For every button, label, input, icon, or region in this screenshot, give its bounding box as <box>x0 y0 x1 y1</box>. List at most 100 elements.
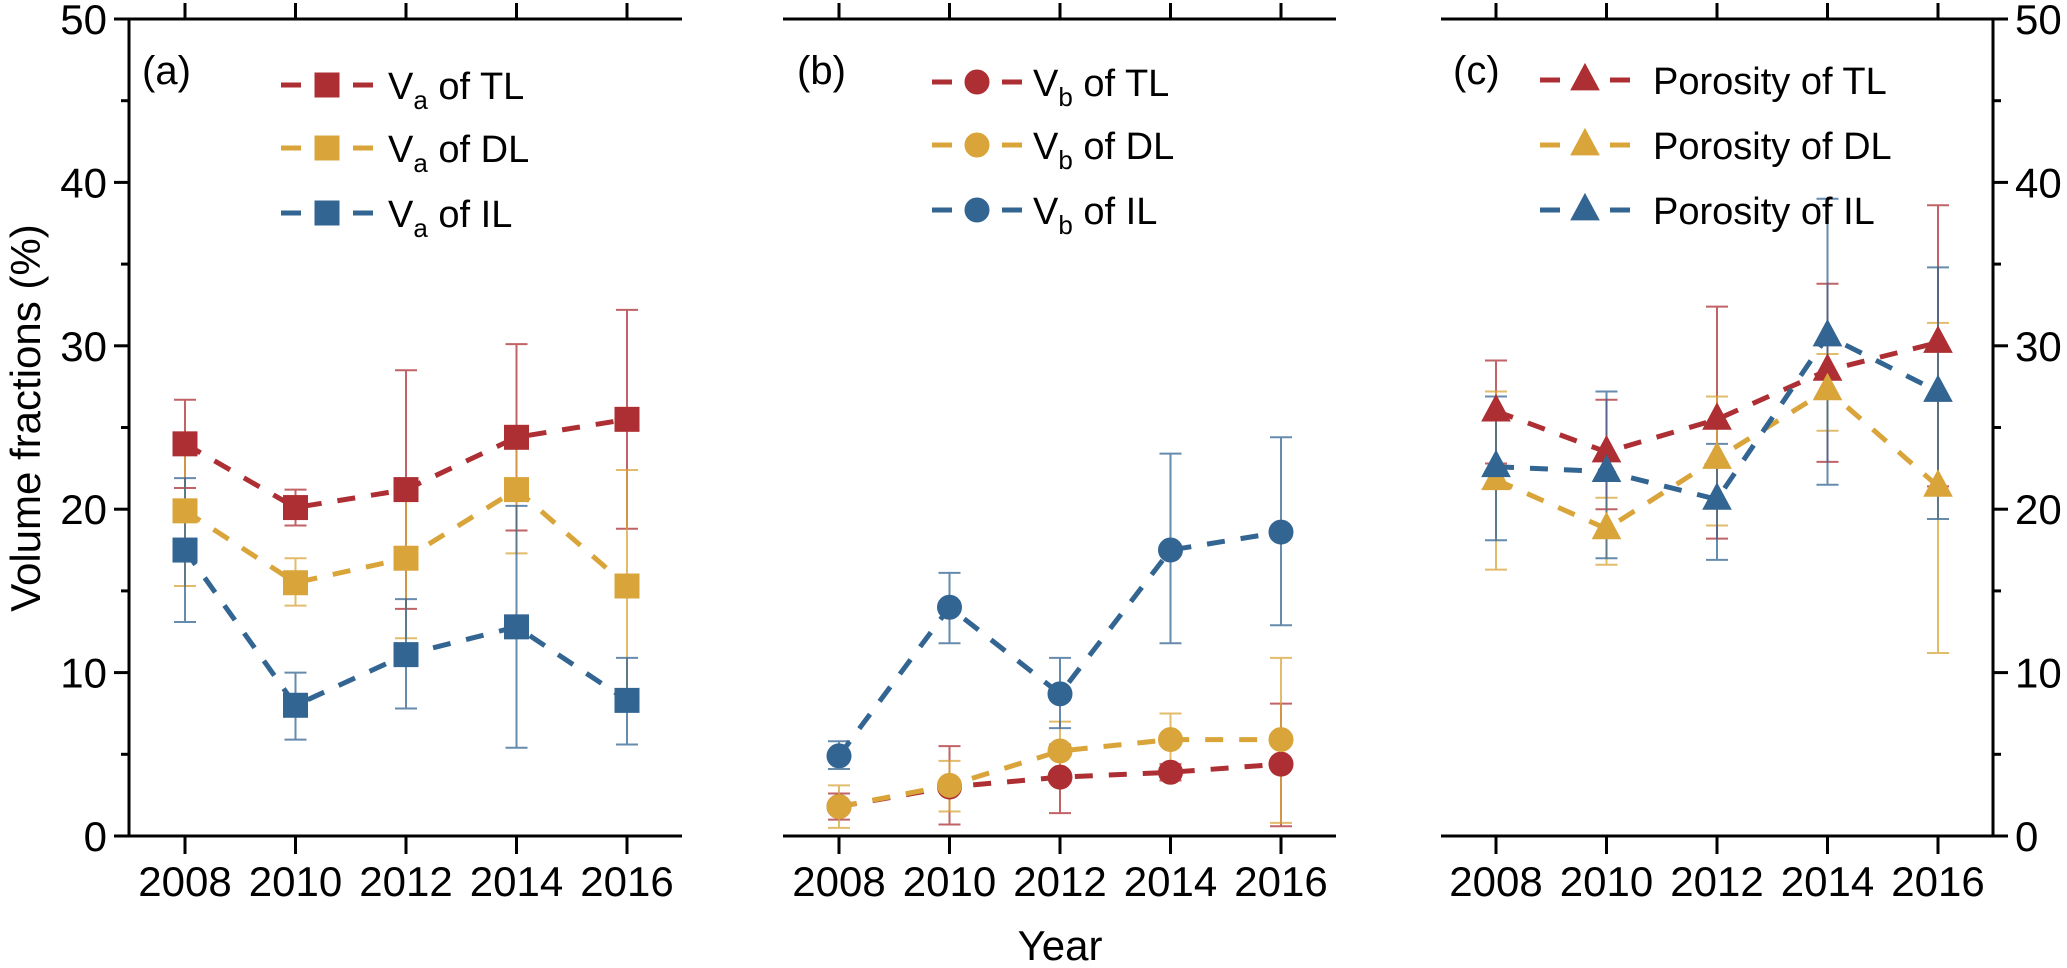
y-tick-label: 10 <box>2015 650 2062 697</box>
legend-label-subscript: a <box>413 213 428 243</box>
x-tick-label: 2010 <box>249 858 342 905</box>
x-tick-label: 2012 <box>1670 858 1763 905</box>
legend-label-main: V <box>388 129 414 171</box>
x-tick-label: 2016 <box>1891 858 1984 905</box>
y-tick-label: 0 <box>2015 813 2038 860</box>
data-point-tl <box>1923 325 1953 353</box>
data-point-il <box>1812 318 1843 347</box>
panel-a-series <box>172 308 640 749</box>
y-axis-title: Volume fractions (%) <box>2 224 49 611</box>
x-tick-label: 2016 <box>580 858 673 905</box>
legend-label-rest: of IL <box>1073 191 1158 233</box>
data-point-dl <box>937 772 962 798</box>
data-point-tl <box>1268 751 1294 777</box>
panel-label: (b) <box>797 49 846 93</box>
series-layer <box>172 197 1953 829</box>
y-tick-label: 50 <box>2015 0 2062 43</box>
y-tick-label: 20 <box>2015 486 2062 533</box>
legend-marker-dl <box>964 132 990 158</box>
legend-label: Va of DL <box>388 129 529 178</box>
legend-label-rest: of IL <box>428 194 513 236</box>
y-tick-label: 10 <box>60 650 107 697</box>
legend-label-subscript: b <box>1058 82 1072 112</box>
legend-marker-tl <box>964 69 990 95</box>
data-point-dl <box>1158 727 1183 753</box>
y-tick-label: 30 <box>2015 323 2062 370</box>
legend-label: Va of IL <box>388 194 512 243</box>
legend-label: Va of TL <box>388 66 524 115</box>
data-point-tl <box>172 431 198 457</box>
x-tick-label: 2008 <box>138 858 231 905</box>
data-point-tl <box>1158 759 1183 785</box>
legend-label-rest: of DL <box>428 129 529 171</box>
legend-panel-c: Porosity of TL Porosity of DL Porosity of … <box>1540 61 1892 233</box>
x-axis-title: Year <box>1018 922 1103 968</box>
data-point-dl <box>614 573 640 599</box>
legend-label: Porosity of IL <box>1653 191 1875 233</box>
data-point-il <box>504 614 529 640</box>
y-tick-label: 40 <box>2015 159 2062 206</box>
x-tick-label: 2012 <box>1013 858 1106 905</box>
data-point-dl <box>393 545 419 571</box>
data-point-il <box>826 743 852 769</box>
series-line-il <box>836 529 1282 758</box>
legend-marker-dl <box>1570 127 1600 156</box>
data-point-tl <box>1047 764 1073 790</box>
series-line-il <box>1495 332 1940 503</box>
x-tick-label: 2008 <box>1449 858 1542 905</box>
data-point-il <box>1702 482 1732 510</box>
panel-a-axes: 2008 2010 2012 2014 2016 0 10 20 30 40 50 (a) <box>60 0 682 905</box>
series-line-dl <box>838 737 1281 810</box>
x-tick-label: 2014 <box>470 858 563 905</box>
legend-label-subscript: b <box>1058 145 1072 175</box>
data-point-dl <box>1047 738 1073 764</box>
legend-marker-tl <box>1570 62 1600 91</box>
legend-marker-dl <box>314 135 340 161</box>
y-tick-label: 30 <box>60 323 107 370</box>
data-point-il <box>393 642 419 668</box>
data-point-dl <box>1923 469 1953 497</box>
legend-label-main: V <box>1033 63 1059 105</box>
y-tick-label: 50 <box>60 0 107 43</box>
data-point-tl <box>504 424 529 450</box>
legend-label-main: Porosity of IL <box>1653 191 1875 233</box>
legend-label-main: V <box>388 194 414 236</box>
legend-marker-il <box>314 200 340 226</box>
data-point-il <box>1481 449 1511 478</box>
y-tick-label: 0 <box>84 813 107 860</box>
data-point-il <box>172 537 198 563</box>
panel-label: (c) <box>1453 49 1500 93</box>
legend-label: Vb of DL <box>1033 126 1174 175</box>
data-point-tl <box>1481 393 1511 422</box>
data-point-tl <box>1702 402 1732 430</box>
data-point-il <box>614 687 640 713</box>
legend-label-subscript: a <box>413 148 428 178</box>
data-point-dl <box>1702 441 1732 469</box>
x-tick-label: 2010 <box>903 858 996 905</box>
panel-c-series <box>1481 197 1953 654</box>
legend-label-main: V <box>388 66 414 108</box>
legend-label-main: Porosity of DL <box>1653 126 1892 168</box>
x-tick-label: 2008 <box>792 858 885 905</box>
legend-label: Porosity of DL <box>1653 126 1892 168</box>
panel-c-axes: 2008 2010 2012 2014 2016 0 10 20 30 40 50 (c) <box>1441 0 2062 905</box>
series-line-tl <box>1495 340 1939 455</box>
panel-label: (a) <box>142 49 191 93</box>
data-point-dl <box>283 570 308 596</box>
y-tick-label: 20 <box>60 486 107 533</box>
x-tick-label: 2016 <box>1234 858 1327 905</box>
legend-label-rest: of TL <box>1073 63 1169 105</box>
legend-marker-tl <box>314 72 340 98</box>
legend-label-rest: of TL <box>428 66 524 108</box>
data-point-dl <box>1268 727 1294 753</box>
data-point-dl <box>1812 372 1843 401</box>
data-point-dl <box>826 794 852 820</box>
data-point-tl <box>393 477 419 503</box>
legend-label-main: Porosity of TL <box>1653 61 1887 103</box>
x-tick-label: 2014 <box>1124 858 1217 905</box>
